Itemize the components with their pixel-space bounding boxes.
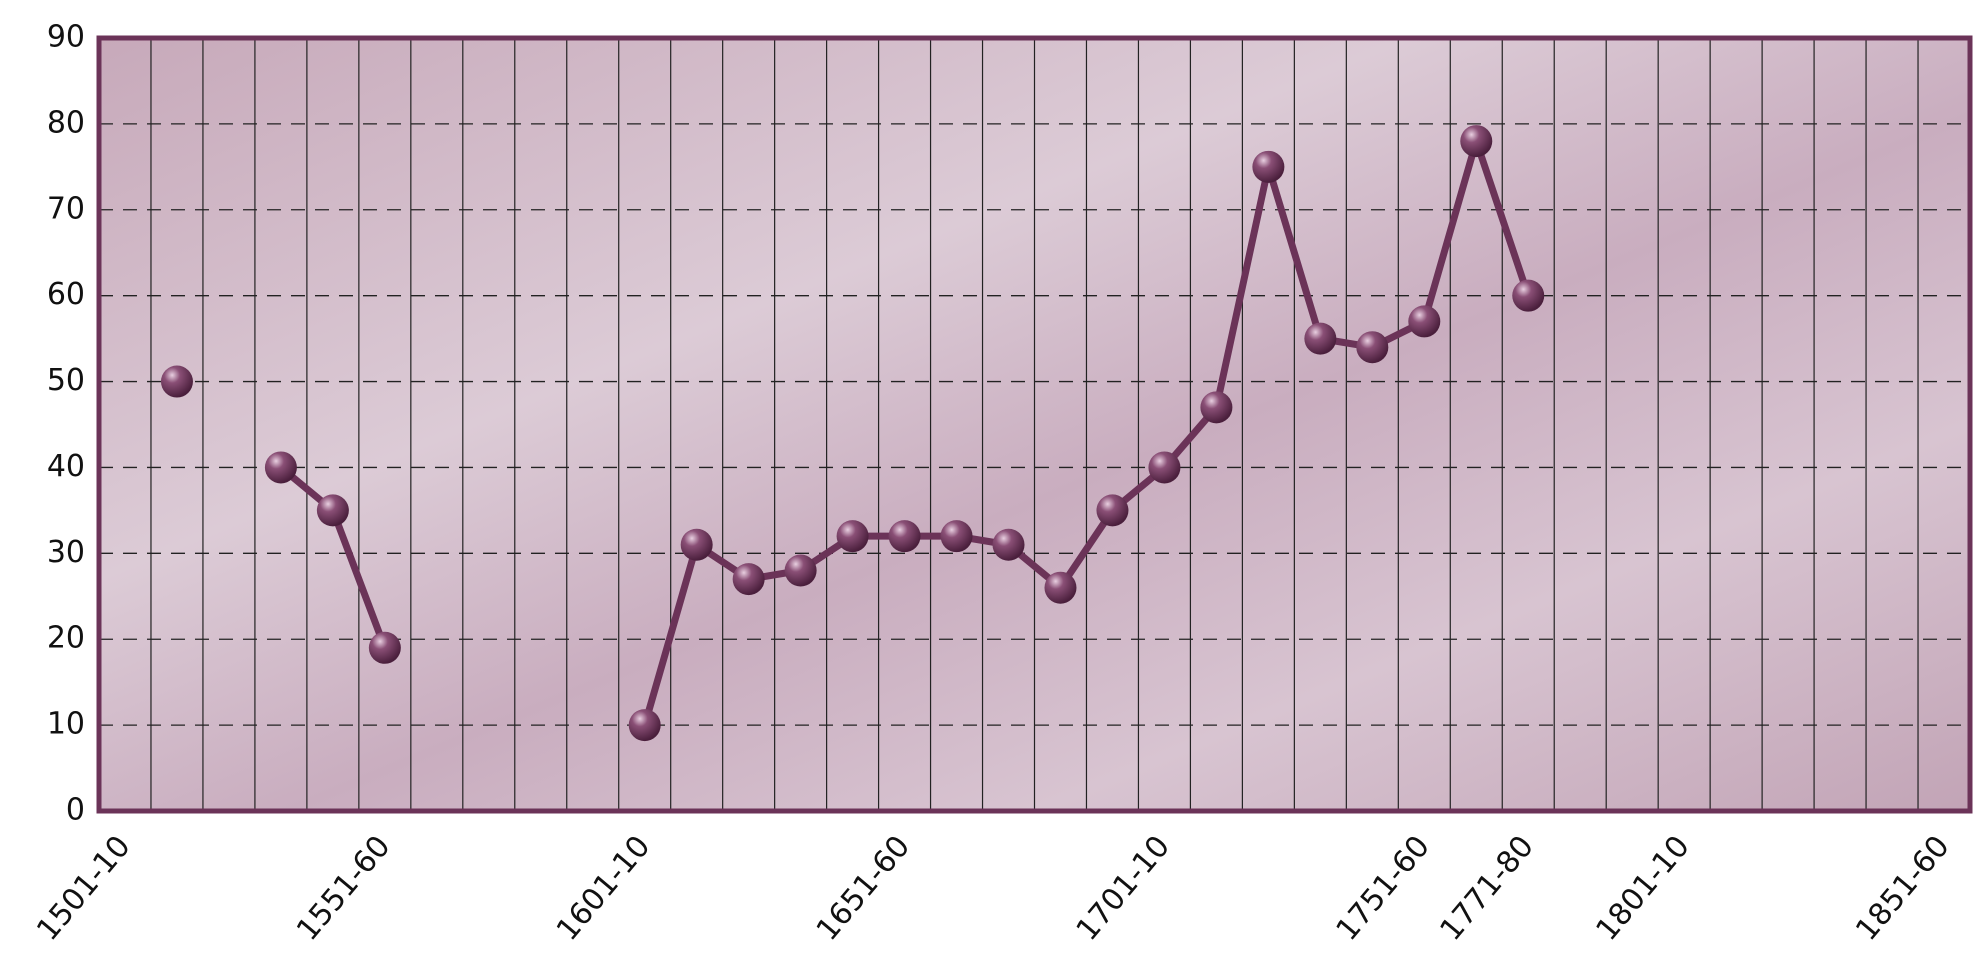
y-tick-label: 50 [47, 363, 85, 398]
y-tick-label: 40 [47, 449, 85, 484]
y-tick-label: 10 [47, 707, 85, 742]
y-tick-label: 0 [66, 793, 85, 828]
data-point [1460, 125, 1493, 158]
data-point [368, 631, 401, 664]
data-point [940, 520, 973, 553]
x-tick-label: 1501-10 [30, 829, 137, 948]
x-tick-label: 1801-10 [1589, 829, 1696, 948]
data-point [680, 528, 713, 561]
x-tick-label: 1551-60 [290, 829, 397, 948]
data-point [992, 528, 1025, 561]
data-point [1512, 279, 1545, 312]
x-tick-label: 1771-80 [1433, 829, 1540, 948]
data-point [1408, 305, 1441, 338]
x-tick-label: 1601-10 [550, 829, 657, 948]
y-tick-label: 80 [47, 105, 85, 140]
data-point [1200, 391, 1233, 424]
data-point [732, 563, 765, 596]
data-point [1096, 494, 1129, 527]
data-point [1044, 571, 1077, 604]
y-tick-label: 30 [47, 535, 85, 570]
x-tick-label: 1701-10 [1070, 829, 1177, 948]
data-point [784, 554, 817, 587]
data-point [836, 520, 869, 553]
data-point [628, 709, 661, 742]
data-point [1356, 331, 1389, 364]
y-tick-label: 90 [47, 20, 85, 55]
data-point [316, 494, 349, 527]
data-point [264, 451, 297, 484]
data-point [888, 520, 921, 553]
x-tick-label: 1751-60 [1330, 829, 1437, 948]
x-tick-label: 1651-60 [810, 829, 917, 948]
x-tick-label: 1851-60 [1849, 829, 1956, 948]
y-tick-label: 70 [47, 191, 85, 226]
data-point [1304, 322, 1337, 355]
data-point [160, 365, 193, 398]
y-tick-label: 20 [47, 621, 85, 656]
data-point [1148, 451, 1181, 484]
data-point [1252, 150, 1285, 183]
y-tick-label: 60 [47, 277, 85, 312]
plot-border [96, 35, 1973, 814]
